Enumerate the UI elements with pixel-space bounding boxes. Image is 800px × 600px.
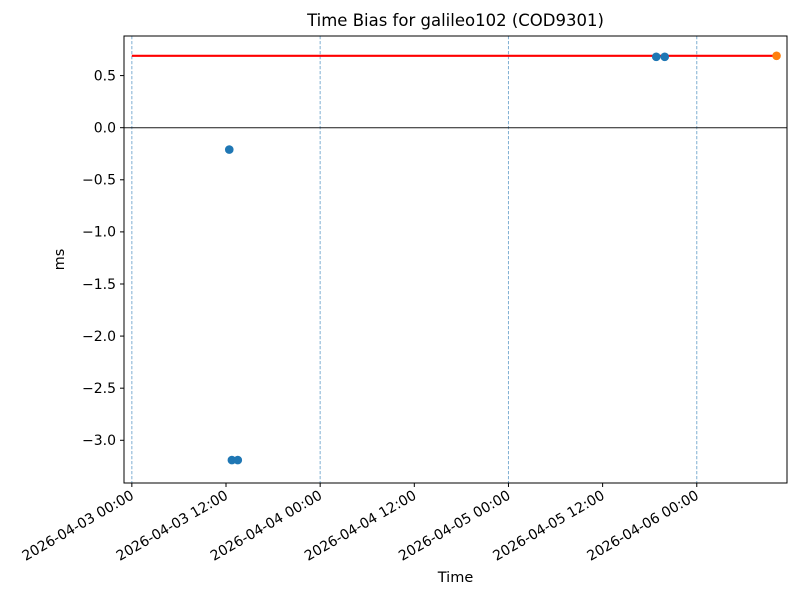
- plot-border: [123, 35, 788, 484]
- y-tick-label: −3.0: [82, 433, 116, 449]
- y-tick-label: −1.0: [82, 225, 116, 241]
- y-tick-label: −2.0: [82, 329, 116, 345]
- data-point-observed: [651, 52, 661, 62]
- y-tick-label: −0.5: [82, 173, 116, 189]
- data-point-observed: [233, 455, 243, 465]
- chart-title: Time Bias for galileo102 (COD9301): [306, 11, 604, 30]
- y-axis-label: ms: [52, 249, 68, 271]
- x-axis-label: Time: [437, 570, 474, 586]
- y-tick-label: 0.5: [94, 68, 116, 84]
- data-point-observed: [224, 145, 234, 154]
- y-tick-label: −2.5: [82, 381, 116, 397]
- y-tick-label: −1.5: [82, 277, 116, 293]
- data-point-observed: [660, 52, 670, 62]
- data-point-observed: [227, 455, 237, 465]
- data-point-predicted: [772, 51, 781, 61]
- y-tick-label: 0.0: [94, 120, 116, 136]
